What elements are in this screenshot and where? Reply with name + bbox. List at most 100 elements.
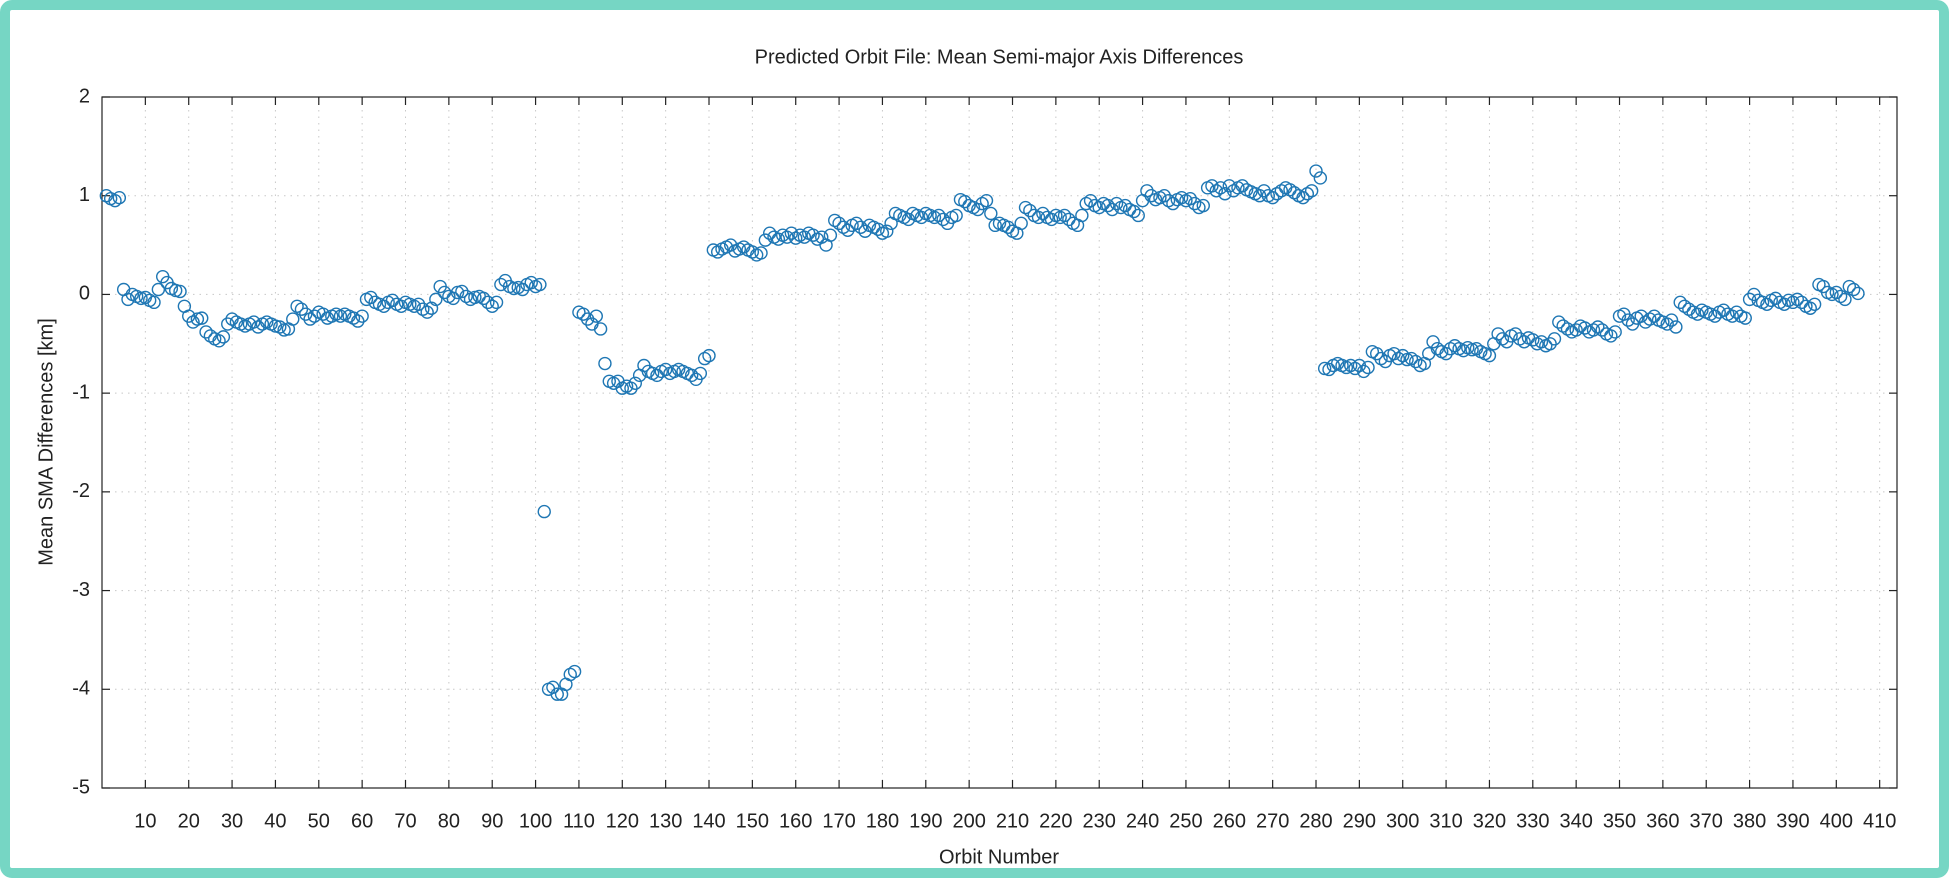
point: [984, 206, 998, 221]
point: [1482, 348, 1497, 363]
point: [1586, 323, 1601, 337]
point: [455, 284, 469, 299]
x-tick-label: 370: [1690, 810, 1723, 832]
point: [1144, 189, 1158, 203]
point: [697, 351, 712, 366]
point: [1404, 351, 1419, 366]
point: [1157, 189, 1171, 203]
point: [1222, 179, 1236, 193]
point: [1552, 315, 1566, 329]
point: [1183, 191, 1197, 206]
point: [1083, 193, 1098, 208]
point: [702, 348, 716, 363]
point: [1283, 183, 1297, 197]
x-tick-label: 290: [1343, 810, 1376, 832]
x-tick-label: 210: [996, 810, 1029, 832]
point: [1374, 351, 1388, 366]
point: [1738, 311, 1752, 325]
point: [806, 228, 820, 242]
x-tick-label: 230: [1083, 810, 1116, 832]
x-tick-label: 250: [1169, 810, 1202, 832]
point: [186, 315, 200, 329]
y-tick-label: 0: [79, 283, 90, 305]
point: [1300, 187, 1315, 201]
point: [1643, 312, 1657, 326]
point: [1174, 190, 1189, 205]
point: [754, 246, 768, 260]
point: [1343, 358, 1358, 373]
point: [1396, 348, 1410, 363]
point: [580, 312, 595, 326]
y-tick-label: -1: [72, 381, 90, 403]
point: [1664, 313, 1679, 327]
point: [346, 311, 361, 325]
point: [286, 312, 300, 326]
point: [1205, 179, 1219, 193]
point: [1257, 184, 1271, 198]
point: [1079, 196, 1093, 211]
x-tick-label: 220: [1039, 810, 1072, 832]
point: [1790, 292, 1804, 307]
point: [1851, 286, 1865, 301]
x-tick-label: 380: [1733, 810, 1766, 832]
point: [108, 193, 122, 208]
point: [1387, 346, 1401, 361]
x-tick-label: 190: [909, 810, 942, 832]
point: [489, 295, 504, 310]
point: [316, 307, 330, 321]
x-tick-label: 170: [822, 810, 855, 832]
point: [1101, 198, 1115, 213]
x-tick-label: 320: [1473, 810, 1506, 832]
point: [598, 356, 612, 371]
point: [1018, 200, 1033, 215]
point: [1361, 360, 1375, 375]
point: [1456, 343, 1471, 358]
point: [459, 289, 473, 304]
point: [1604, 329, 1618, 343]
x-tick-label: 270: [1256, 810, 1289, 832]
point: [1803, 301, 1817, 315]
x-tick-label: 90: [481, 810, 503, 832]
point: [1608, 325, 1622, 339]
x-tick-label: 240: [1126, 810, 1159, 832]
x-tick-label: 100: [519, 810, 552, 832]
x-tick-label: 300: [1386, 810, 1419, 832]
point: [351, 314, 365, 328]
point: [424, 301, 439, 315]
x-tick-label: 350: [1603, 810, 1636, 832]
x-tick-label: 110: [563, 810, 595, 832]
point: [1161, 193, 1176, 208]
point: [828, 213, 842, 228]
point: [771, 232, 786, 246]
point: [563, 667, 577, 682]
point: [1391, 351, 1406, 366]
x-tick-label: 340: [1559, 810, 1592, 832]
point: [628, 376, 642, 390]
point: [1218, 187, 1232, 201]
y-axis-label: Mean SMA Differences [km]: [35, 318, 57, 566]
point: [936, 212, 950, 227]
point: [212, 334, 226, 348]
x-tick-label: 400: [1820, 810, 1853, 832]
point: [658, 362, 673, 377]
point: [1023, 203, 1037, 218]
y-tick-label: 2: [79, 85, 90, 107]
point: [1842, 279, 1857, 294]
point: [355, 309, 369, 323]
point: [854, 220, 868, 235]
point: [290, 299, 304, 313]
point: [1807, 297, 1822, 311]
point: [416, 302, 430, 316]
point: [1426, 335, 1440, 349]
point: [1370, 346, 1384, 361]
point: [1543, 337, 1557, 351]
point: [1786, 295, 1800, 310]
point: [411, 297, 426, 311]
point: [1252, 189, 1267, 203]
point: [173, 284, 187, 299]
point: [745, 245, 760, 259]
point: [979, 193, 994, 208]
x-tick-label: 150: [736, 810, 769, 832]
point: [789, 231, 803, 245]
point: [1304, 184, 1319, 198]
